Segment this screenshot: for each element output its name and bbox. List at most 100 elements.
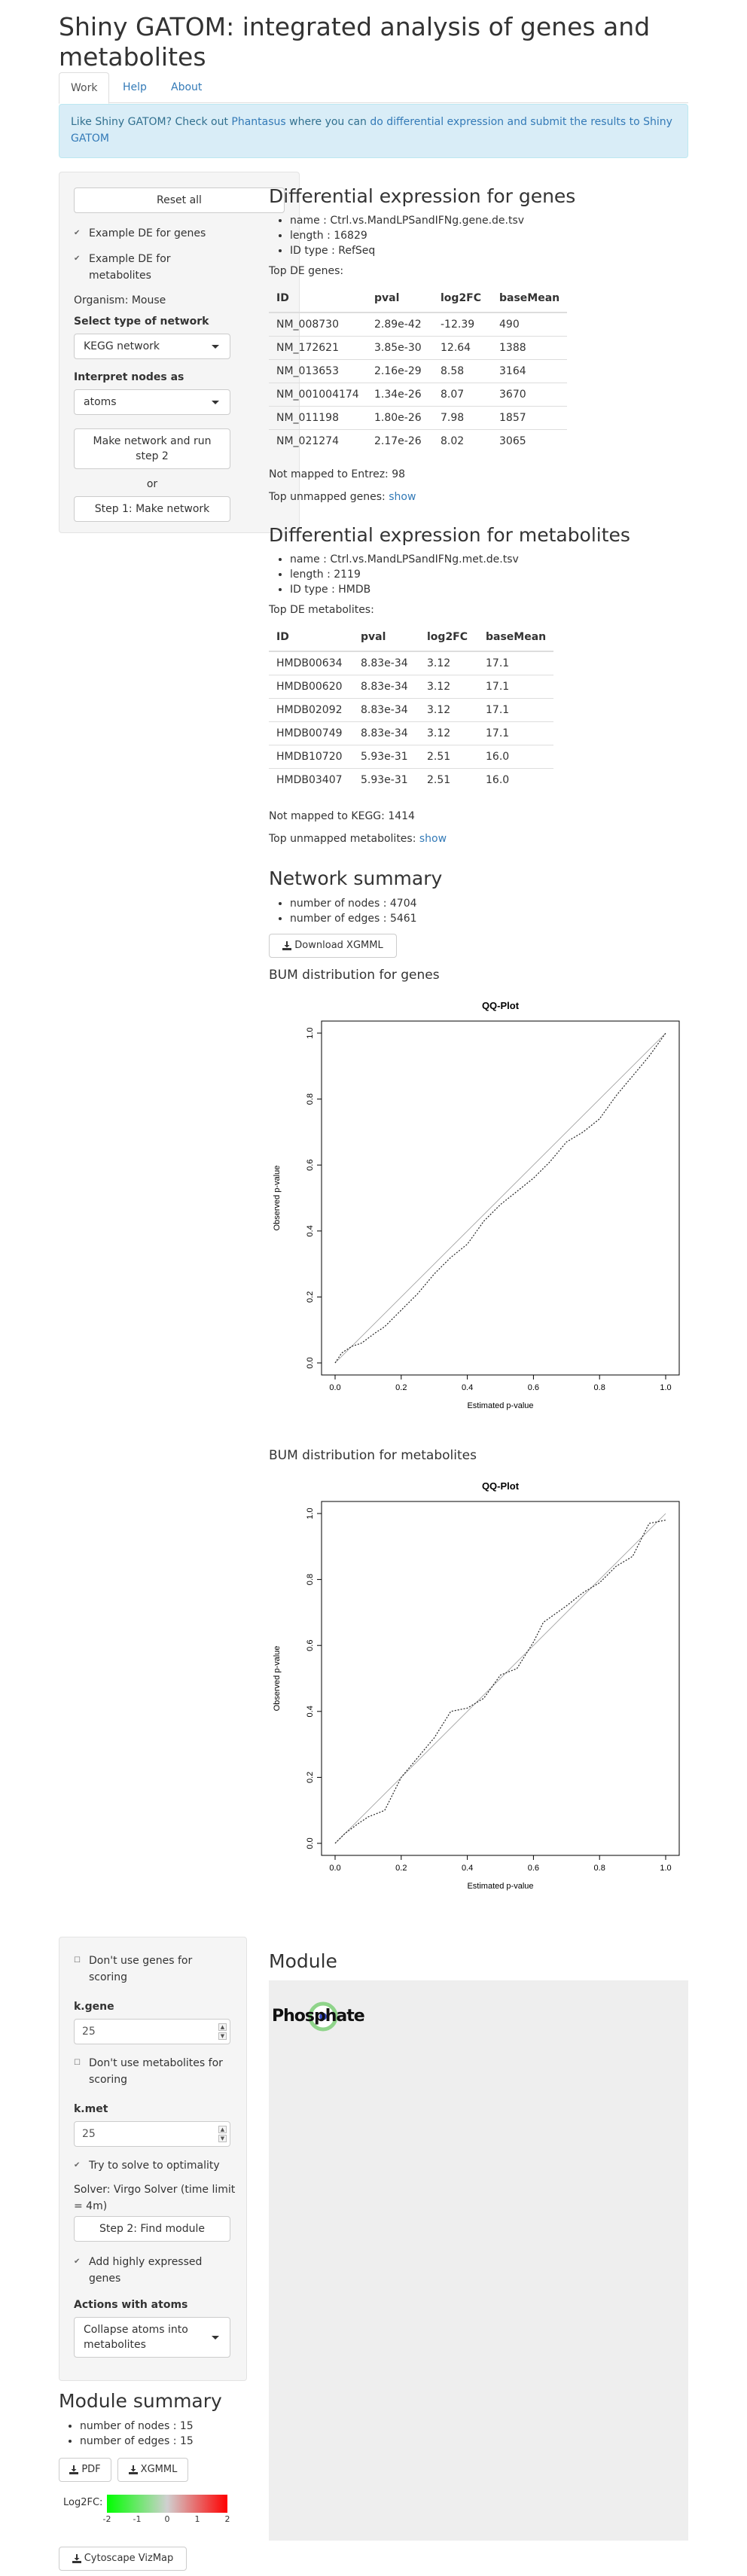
app-title: Shiny GATOM: integrated analysis of gene… [59, 12, 651, 72]
x-tick-label: 0.4 [462, 1383, 473, 1392]
download-icon [69, 2465, 79, 2474]
actions-atoms-select[interactable]: Collapse atoms into metabolites [74, 2317, 230, 2358]
table-header-row: ID pval log2FC baseMean [269, 623, 554, 652]
cytoscape-vizmap-button[interactable]: Cytoscape VizMap [59, 2547, 187, 2571]
y-tick-label: 1.0 [306, 1507, 315, 1519]
table-cell: 8.83e-34 [353, 698, 419, 722]
reference-line [334, 1513, 666, 1844]
table-cell: 3.12 [419, 651, 478, 675]
table-cell: HMDB10720 [269, 745, 353, 769]
tab-work[interactable]: Work [59, 72, 110, 104]
network-node[interactable] [308, 2001, 338, 2032]
kmet-input[interactable]: 25 ▲ ▼ [74, 2121, 230, 2147]
kgene-input[interactable]: 25 ▲ ▼ [74, 2019, 230, 2044]
y-tick-label: 1.0 [306, 1027, 315, 1038]
module-summary-heading: Module summary [59, 2390, 222, 2412]
module-settings-panel: ☐ Don't use genes for scoring k.gene 25 … [59, 1937, 247, 2381]
table-row: NM_011198 1.80e-26 7.98 1857 [269, 406, 568, 430]
column-header: log2FC [419, 623, 478, 652]
increment-icon[interactable]: ▲ [218, 2023, 227, 2031]
top-unmapped-metabolites-label: Top unmapped metabolites: [269, 833, 419, 845]
legend-tick: -1 [133, 2514, 142, 2524]
solver-text: Solver: Virgo Solver (time limit = 4m) [74, 2184, 236, 2212]
legend-tick: -2 [102, 2514, 111, 2524]
find-module-button[interactable]: Step 2: Find module [74, 2216, 230, 2242]
download-xgmml-button[interactable]: Download XGMML [269, 934, 397, 958]
table-cell: NM_172621 [269, 336, 367, 360]
make-network-run-button[interactable]: Make network and run step 2 [74, 428, 230, 469]
table-cell: HMDB00634 [269, 651, 353, 675]
network-type-label: Select type of network [74, 316, 209, 328]
table-cell: 490 [492, 312, 568, 337]
legend-tick: 1 [194, 2514, 200, 2524]
plot-frame [321, 1501, 680, 1856]
dont-use-genes-checkbox[interactable]: ☐ Don't use genes for scoring [74, 1953, 224, 1986]
x-tick-label: 0.0 [329, 1864, 340, 1873]
kgene-label: k.gene [74, 2001, 114, 2013]
tab-help[interactable]: Help [123, 81, 147, 93]
qq-plot-metabolites: QQ-Plot 0.0 0.2 0.4 0.6 0.8 1.0 0.0 0.2 0.4 0.6 0.8… [273, 1480, 680, 1891]
table-cell: 12.64 [433, 336, 492, 360]
y-tick-label: 0.4 [306, 1706, 315, 1717]
y-tick-label: 0.6 [306, 1160, 315, 1171]
x-tick-label: 0.4 [462, 1864, 473, 1873]
plot-frame [321, 1020, 680, 1376]
table-cell: 2.51 [419, 768, 478, 791]
table-cell: 3065 [492, 429, 568, 453]
table-cell: 8.83e-34 [353, 675, 419, 699]
dont-use-metabolites-checkbox[interactable]: ☐ Don't use metabolites for scoring [74, 2055, 232, 2088]
chart-title: QQ-Plot [482, 1480, 520, 1492]
show-unmapped-genes-link[interactable]: show [389, 491, 416, 503]
module-network-view[interactable]: Phosphate [269, 1980, 688, 2541]
table-cell: 2.51 [419, 745, 478, 769]
phantasus-link[interactable]: Phantasus [231, 116, 286, 128]
metabolites-de-heading: Differential expression for metabolites [269, 524, 630, 546]
genes-info-name: name : Ctrl.vs.MandLPSandIFNg.gene.de.ts… [290, 213, 524, 228]
genes-de-heading: Differential expression for genes [269, 185, 576, 207]
show-unmapped-metabolites-link[interactable]: show [419, 833, 447, 845]
checkbox-checked-icon: ✔ [74, 2161, 81, 2169]
table-cell: 8.07 [433, 383, 492, 407]
table-cell: 1.80e-26 [367, 406, 433, 430]
table-row: HMDB00620 8.83e-34 3.12 17.1 [269, 675, 554, 699]
qq-series-line [334, 1032, 666, 1364]
optimality-label: Try to solve to optimality [89, 2160, 220, 2172]
table-row: HMDB02092 8.83e-34 3.12 17.1 [269, 698, 554, 722]
reset-all-button[interactable]: Reset all [74, 187, 285, 213]
decrement-icon[interactable]: ▼ [218, 2135, 227, 2142]
column-header: ID [269, 285, 367, 313]
example-metabolites-checkbox[interactable]: ✔ Example DE for metabolites [74, 251, 224, 284]
table-cell: 7.98 [433, 406, 492, 430]
make-network-button[interactable]: Step 1: Make network [74, 496, 230, 522]
interpret-nodes-select[interactable]: atoms [74, 389, 230, 415]
increment-icon[interactable]: ▲ [218, 2126, 227, 2133]
download-pdf-button[interactable]: PDF [59, 2458, 111, 2482]
log2fc-legend-label: Log2FC: [63, 2497, 103, 2508]
info-alert: Like Shiny GATOM? Check out Phantasus wh… [59, 104, 688, 158]
decrement-icon[interactable]: ▼ [218, 2032, 227, 2040]
network-type-select[interactable]: KEGG network [74, 334, 230, 359]
table-cell: 2.89e-42 [367, 312, 433, 337]
network-type-value: KEGG network [84, 340, 160, 352]
top-de-metabolites-label: Top DE metabolites: [269, 604, 374, 616]
example-genes-checkbox[interactable]: ✔ Example DE for genes [74, 225, 285, 242]
table-cell: 17.1 [478, 651, 554, 675]
table-cell: NM_021274 [269, 429, 367, 453]
example-metabolites-label: Example DE for metabolites [89, 253, 171, 282]
tab-about[interactable]: About [171, 81, 203, 93]
table-cell: 5.93e-31 [353, 745, 419, 769]
y-tick-label: 0.0 [306, 1837, 315, 1849]
optimality-checkbox[interactable]: ✔ Try to solve to optimality [74, 2157, 232, 2174]
table-cell: 8.02 [433, 429, 492, 453]
y-axis-label: Observed p-value [273, 1646, 282, 1712]
table-row: HMDB00634 8.83e-34 3.12 17.1 [269, 651, 554, 675]
x-tick-label: 0.6 [528, 1864, 539, 1873]
column-header: baseMean [492, 285, 568, 313]
network-summary-heading: Network summary [269, 867, 443, 889]
actions-atoms-label: Actions with atoms [74, 2299, 188, 2311]
download-module-xgmml-button[interactable]: XGMML [117, 2458, 188, 2482]
table-row: NM_013653 2.16e-29 8.58 3164 [269, 359, 568, 383]
table-row: NM_008730 2.89e-42 -12.39 490 [269, 312, 568, 337]
submit-results-link[interactable]: do differential expression and submit th… [71, 116, 672, 145]
add-highly-expressed-checkbox[interactable]: ✔ Add highly expressed genes [74, 2254, 224, 2287]
